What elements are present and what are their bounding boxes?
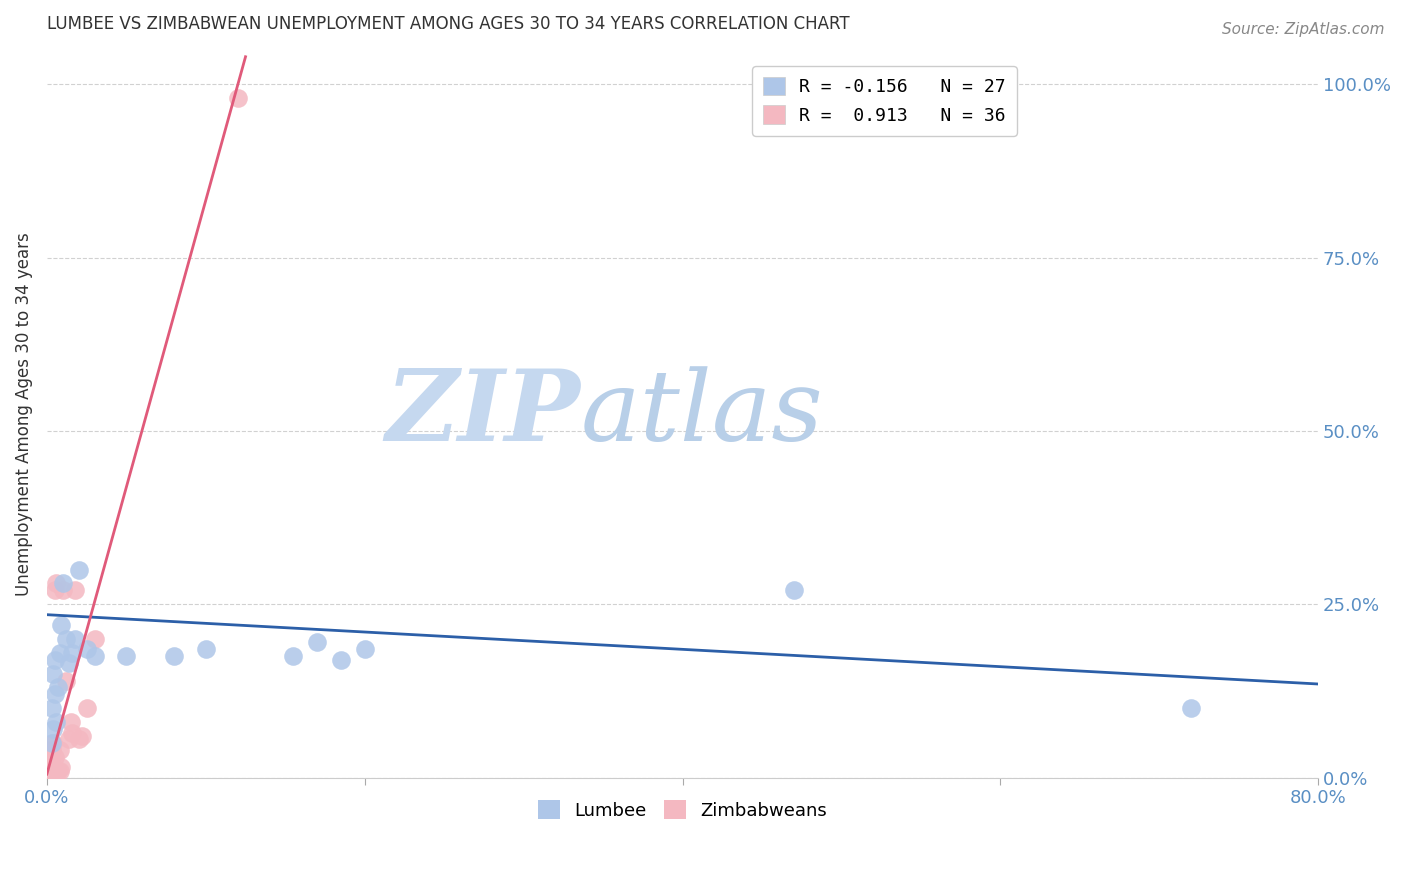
Legend: Lumbee, Zimbabweans: Lumbee, Zimbabweans — [530, 793, 834, 827]
Point — [35, 749, 58, 764]
Y-axis label: Unemployment Among Ages 30 to 34 years: Unemployment Among Ages 30 to 34 years — [15, 232, 32, 596]
Point — [60, 725, 83, 739]
Point — [41, 736, 63, 750]
Point — [83, 649, 105, 664]
Point — [39, 771, 62, 785]
Point — [44, 749, 66, 764]
Text: LUMBEE VS ZIMBABWEAN UNEMPLOYMENT AMONG AGES 30 TO 34 YEARS CORRELATION CHART: LUMBEE VS ZIMBABWEAN UNEMPLOYMENT AMONG … — [46, 15, 849, 33]
Point — [48, 743, 70, 757]
Point — [42, 666, 65, 681]
Point — [194, 642, 217, 657]
Point — [37, 753, 59, 767]
Point — [226, 91, 249, 105]
Point — [51, 618, 73, 632]
Point — [55, 673, 77, 688]
Point — [67, 732, 90, 747]
Point — [41, 743, 63, 757]
Point — [305, 635, 328, 649]
Point — [35, 771, 58, 785]
Point — [65, 632, 87, 646]
Point — [46, 764, 69, 778]
Point — [35, 756, 58, 771]
Point — [52, 583, 75, 598]
Point — [1180, 701, 1202, 715]
Point — [45, 576, 67, 591]
Point — [58, 732, 80, 747]
Point — [44, 583, 66, 598]
Point — [35, 767, 58, 781]
Point — [783, 583, 806, 598]
Point — [35, 764, 58, 778]
Point — [67, 563, 90, 577]
Point — [51, 760, 73, 774]
Point — [83, 632, 105, 646]
Point — [42, 722, 65, 736]
Point — [115, 649, 138, 664]
Point — [329, 653, 352, 667]
Point — [48, 646, 70, 660]
Point — [58, 657, 80, 671]
Point — [55, 632, 77, 646]
Point — [52, 576, 75, 591]
Point — [60, 646, 83, 660]
Point — [39, 749, 62, 764]
Text: ZIP: ZIP — [385, 366, 581, 462]
Point — [41, 756, 63, 771]
Point — [35, 747, 58, 761]
Point — [59, 715, 82, 730]
Point — [163, 649, 186, 664]
Point — [35, 743, 58, 757]
Point — [283, 649, 305, 664]
Point — [48, 764, 70, 778]
Point — [76, 701, 98, 715]
Point — [42, 736, 65, 750]
Point — [65, 583, 87, 598]
Point — [37, 771, 59, 785]
Point — [76, 642, 98, 657]
Point — [44, 653, 66, 667]
Point — [35, 753, 58, 767]
Point — [46, 681, 69, 695]
Point — [70, 729, 93, 743]
Point — [35, 760, 58, 774]
Point — [41, 701, 63, 715]
Text: Source: ZipAtlas.com: Source: ZipAtlas.com — [1222, 22, 1385, 37]
Text: atlas: atlas — [581, 366, 824, 461]
Point — [45, 715, 67, 730]
Point — [35, 767, 58, 781]
Point — [37, 764, 59, 778]
Point — [353, 642, 375, 657]
Point — [44, 687, 66, 701]
